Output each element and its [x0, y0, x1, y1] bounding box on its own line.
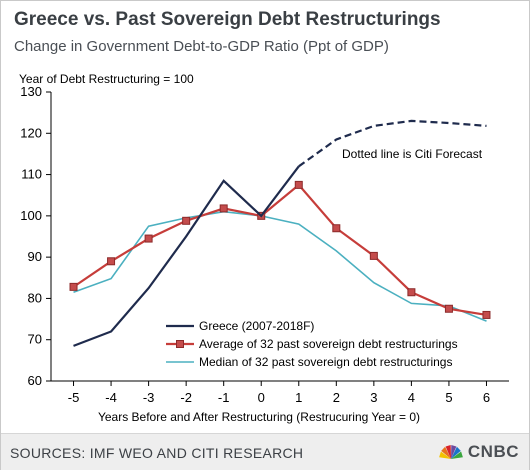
chart-subtitle: Change in Government Debt-to-GDP Ratio (… [14, 38, 389, 55]
x-tick-label: 4 [408, 390, 415, 405]
x-tick-label: 5 [445, 390, 452, 405]
average-marker [219, 204, 228, 213]
legend-label: Average of 32 past sovereign debt restru… [199, 337, 458, 351]
x-tick-label: -3 [143, 390, 155, 405]
average-marker [294, 180, 303, 189]
average-marker [182, 216, 191, 225]
y-tick-label: 70 [28, 332, 42, 347]
y-tick-label: 100 [20, 208, 42, 223]
peacock-icon [438, 445, 463, 459]
series-line-greece [73, 165, 300, 347]
y-tick-label: 130 [20, 84, 42, 99]
y-axis-label: Year of Debt Restructuring = 100 [19, 72, 194, 86]
x-tick-label: 0 [258, 390, 265, 405]
x-tick-label: -5 [68, 390, 80, 405]
average-marker [369, 251, 378, 260]
x-tick-label: -1 [218, 390, 230, 405]
average-marker [69, 282, 78, 291]
brand-name: CNBC [467, 442, 519, 461]
x-axis-label: Years Before and After Restructuring (Re… [98, 410, 420, 424]
legend-label: Median of 32 past sovereign debt restruc… [199, 355, 452, 369]
y-tick-label: 120 [20, 125, 42, 140]
brand-logo: CNBC [438, 441, 519, 463]
line-chart: 60 70 80 90 100 110 120 130 -5 -4 -3 -2 -1 0 1 2 3 4 5 6 Yea… [19, 72, 509, 424]
y-tick-label: 110 [21, 167, 42, 182]
x-tick-label: 1 [295, 390, 302, 405]
series-line-average [72, 183, 487, 316]
x-tick-label: -2 [180, 390, 192, 405]
peacock-feather [441, 446, 451, 459]
legend-label: Greece (2007-2018F) [199, 319, 314, 333]
chart-title: Greece vs. Past Sovereign Debt Restructu… [14, 9, 441, 30]
x-tick-label: 3 [370, 390, 377, 405]
series-line-median [73, 210, 487, 322]
peacock-feather [438, 451, 451, 459]
forecast-annotation: Dotted line is Citi Forecast [342, 147, 483, 161]
x-tick-label: 6 [483, 390, 490, 405]
y-tick-label: 80 [28, 290, 42, 305]
peacock-feather [450, 451, 463, 459]
peacock-feather [450, 446, 461, 459]
average-marker [332, 224, 341, 233]
source-note: SOURCES: IMF WEO AND CITI RESEARCH [10, 445, 304, 461]
footer-bar: SOURCES: IMF WEO AND CITI RESEARCH CNBC [1, 433, 529, 470]
x-tick-label: 2 [333, 390, 340, 405]
peacock-feather [445, 445, 451, 459]
average-marker [482, 310, 491, 319]
average-marker [144, 234, 153, 243]
average-marker [407, 288, 416, 297]
average-marker [444, 304, 453, 313]
x-tick-label: -4 [105, 390, 117, 405]
legend-marker [176, 340, 184, 348]
average-marker [107, 257, 116, 266]
peacock-feather [450, 445, 457, 459]
y-tick-label: 90 [28, 249, 42, 264]
series-line-greece-forecast [298, 119, 487, 168]
y-tick-label: 60 [28, 373, 42, 388]
